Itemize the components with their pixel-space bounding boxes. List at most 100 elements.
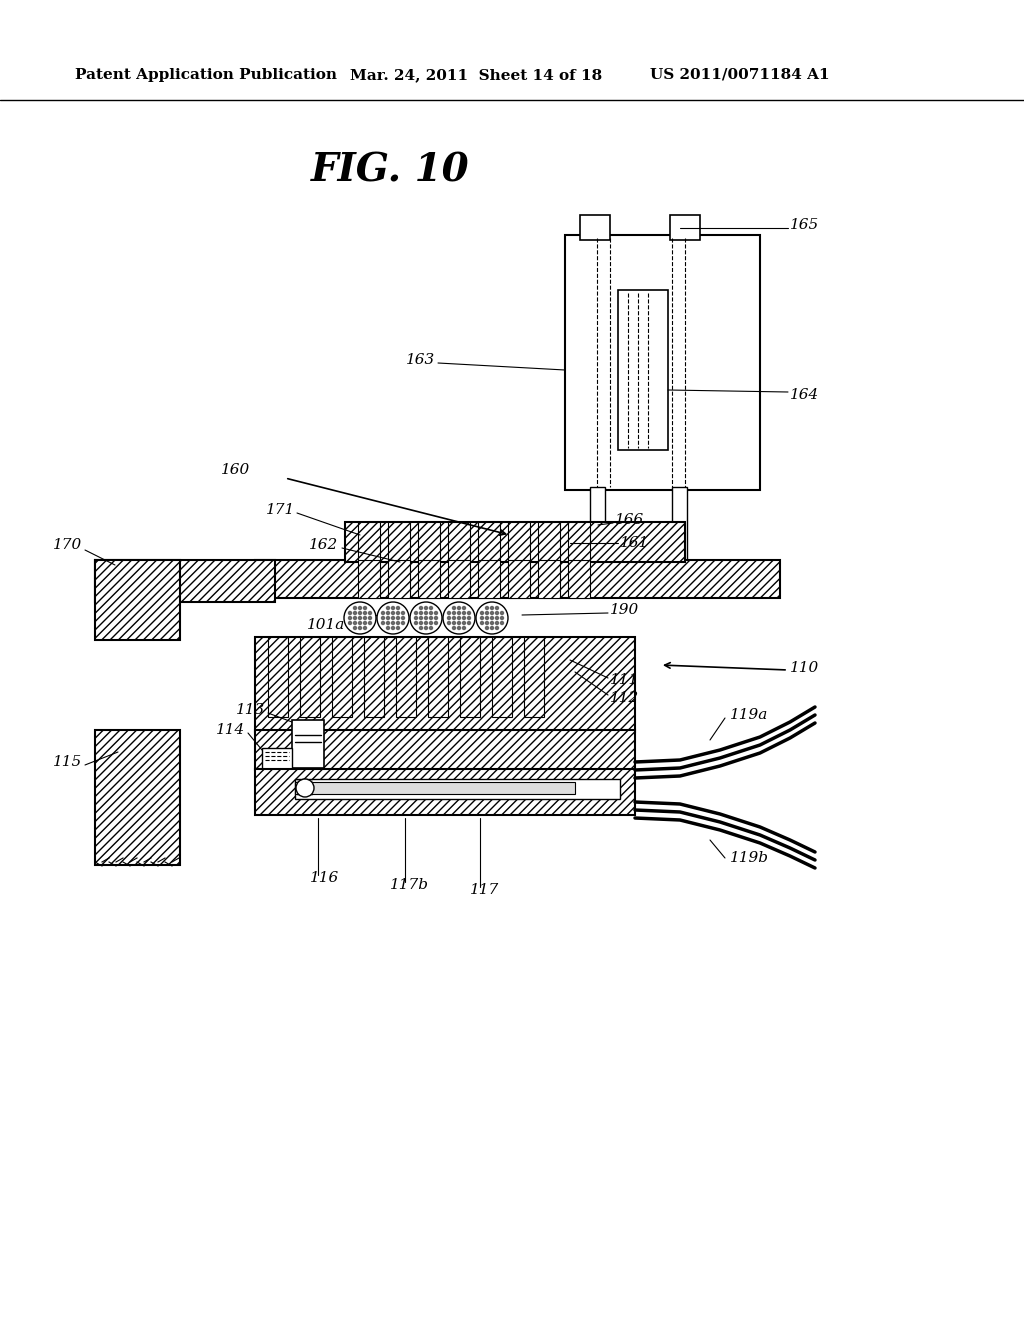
Circle shape [480,611,484,615]
Bar [428,638,449,717]
Bar [618,290,668,450]
Bar [418,521,440,562]
Bar [388,560,410,598]
Bar [670,215,700,240]
Bar [358,560,380,598]
Bar [590,487,605,562]
Text: 166: 166 [615,513,644,527]
Text: 164: 164 [790,388,819,403]
Circle shape [462,626,466,630]
Text: 113: 113 [236,704,265,717]
Circle shape [424,616,428,620]
Circle shape [452,620,457,626]
Text: 111: 111 [610,673,639,686]
Circle shape [484,626,489,630]
Circle shape [377,602,409,634]
Circle shape [480,616,484,620]
Circle shape [414,620,418,626]
Circle shape [484,616,489,620]
Bar [460,638,480,717]
Circle shape [452,606,457,610]
Circle shape [391,620,395,626]
Bar [255,560,780,598]
Circle shape [495,611,500,615]
Text: 171: 171 [266,503,295,517]
Bar [300,638,319,717]
Circle shape [362,616,368,620]
Circle shape [396,620,400,626]
Circle shape [419,626,423,630]
Circle shape [368,616,372,620]
Circle shape [400,620,406,626]
Text: 114: 114 [216,723,245,737]
Bar [538,521,560,562]
Circle shape [462,611,466,615]
Circle shape [484,620,489,626]
Circle shape [362,620,368,626]
Bar [449,521,470,562]
Bar [358,521,380,562]
Bar [332,638,352,717]
Bar [95,560,275,602]
Circle shape [357,626,362,630]
Bar [255,730,635,770]
Circle shape [386,616,390,620]
Text: 163: 163 [406,352,435,367]
Circle shape [434,611,438,615]
Circle shape [414,611,418,615]
Circle shape [452,611,457,615]
Circle shape [353,626,357,630]
Circle shape [391,626,395,630]
Circle shape [489,620,495,626]
Circle shape [368,611,372,615]
Bar [508,521,530,562]
Circle shape [495,626,500,630]
Circle shape [357,616,362,620]
Circle shape [467,620,471,626]
Bar [568,560,590,598]
Bar [568,521,590,562]
Circle shape [419,620,423,626]
Circle shape [357,606,362,610]
Circle shape [353,620,357,626]
Circle shape [348,616,352,620]
Circle shape [446,611,452,615]
Circle shape [424,620,428,626]
Text: 170: 170 [53,539,82,552]
Circle shape [489,611,495,615]
Circle shape [368,620,372,626]
Text: 165: 165 [790,218,819,232]
Circle shape [362,611,368,615]
Circle shape [457,606,461,610]
Bar [672,487,687,562]
Circle shape [348,620,352,626]
Bar [292,719,324,768]
Bar [524,638,544,717]
Text: 190: 190 [610,603,639,616]
Circle shape [381,616,385,620]
Text: 119b: 119b [730,851,769,865]
Text: FIG. 10: FIG. 10 [310,150,469,189]
Text: Patent Application Publication: Patent Application Publication [75,69,337,82]
Circle shape [429,620,433,626]
Bar [478,560,500,598]
Text: Mar. 24, 2011  Sheet 14 of 18: Mar. 24, 2011 Sheet 14 of 18 [350,69,602,82]
Circle shape [396,626,400,630]
Circle shape [462,620,466,626]
Circle shape [386,611,390,615]
Circle shape [462,616,466,620]
Circle shape [357,611,362,615]
Text: 117b: 117b [390,878,429,892]
Circle shape [424,606,428,610]
Bar [262,748,292,770]
Circle shape [495,620,500,626]
Circle shape [348,611,352,615]
Circle shape [462,606,466,610]
Bar [418,560,440,598]
Circle shape [452,616,457,620]
Bar [492,638,512,717]
Bar [255,770,635,814]
Circle shape [484,611,489,615]
Bar [255,638,635,733]
Circle shape [386,626,390,630]
